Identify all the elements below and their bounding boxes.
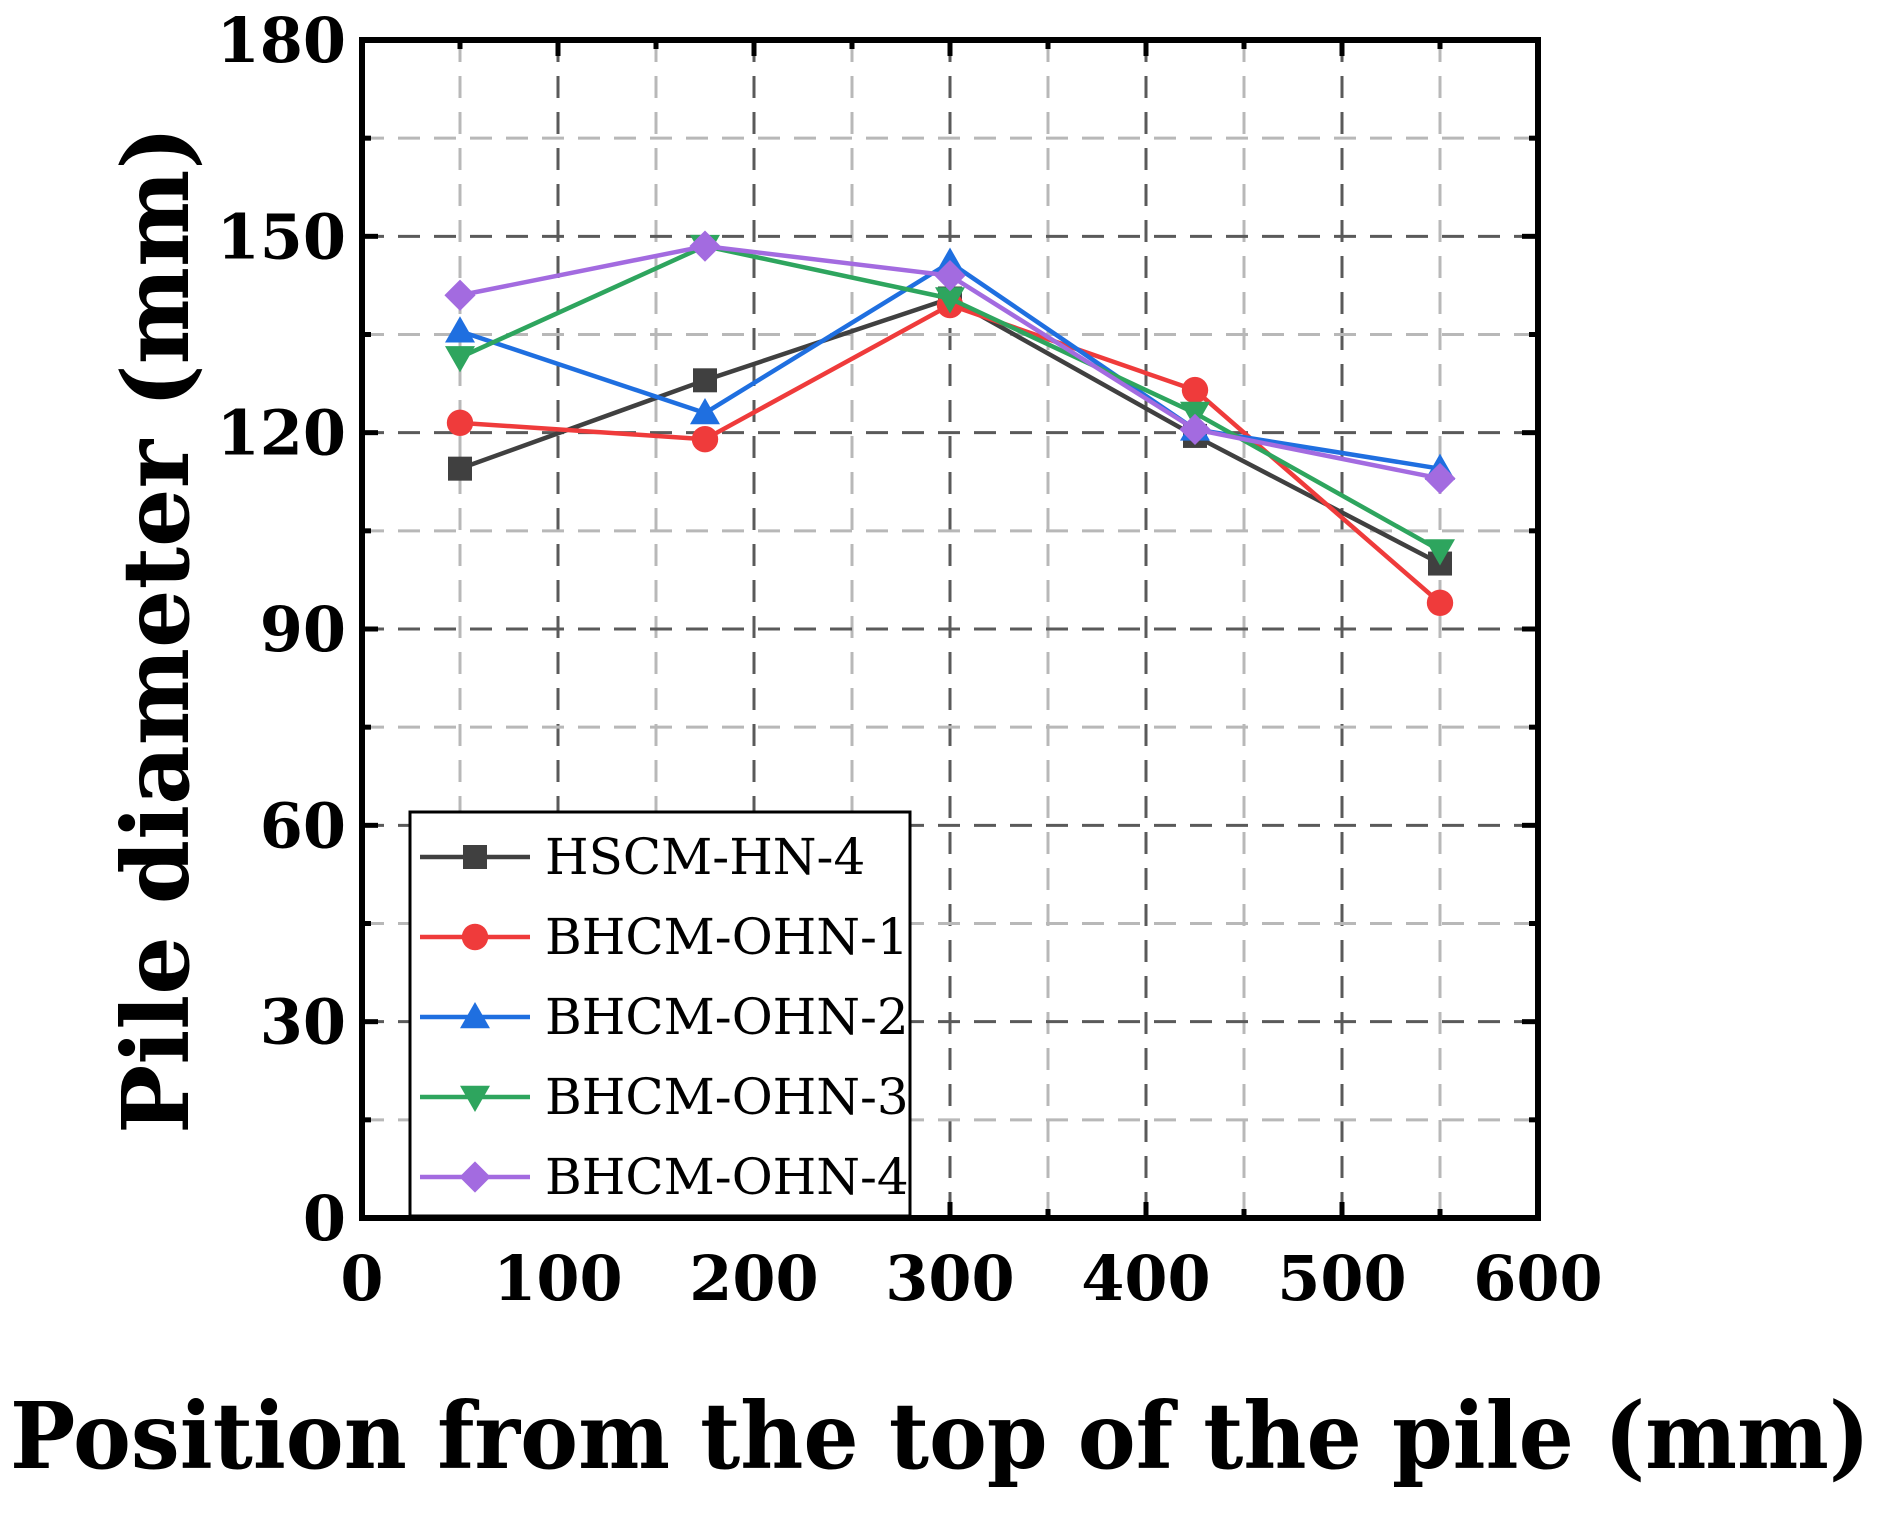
y-tick-label: 180 xyxy=(217,4,346,77)
series-bhcm-ohn-4 xyxy=(444,230,1456,495)
data-point xyxy=(445,346,475,373)
legend-label: BHCM-OHN-3 xyxy=(545,1068,909,1126)
legend-marker xyxy=(459,1161,491,1193)
data-point xyxy=(1425,539,1455,566)
legend-marker xyxy=(463,845,487,869)
data-point xyxy=(1426,589,1454,617)
x-tick-label: 400 xyxy=(1081,1242,1210,1315)
legend-item: BHCM-OHN-1 xyxy=(420,908,909,966)
data-point xyxy=(935,287,965,314)
legend-label: BHCM-OHN-2 xyxy=(545,988,909,1046)
data-point xyxy=(446,409,474,437)
axis-label-layer: 0 100 200 300 400 500 600 0 30 60 90 120 150 180 Posit… xyxy=(10,4,1870,1490)
legend-item: BHCM-OHN-2 xyxy=(420,988,909,1046)
legend-label: BHCM-OHN-4 xyxy=(545,1148,909,1206)
legend: HSCM-HN-4 BHCM-OHN-1 BHCM-OHN-2 BHCM-OHN-3 B… xyxy=(408,810,912,1218)
x-tick-label: 100 xyxy=(493,1242,622,1315)
legend-box xyxy=(408,810,912,1218)
x-axis-title: Position from the top of the pile (mm) xyxy=(10,1382,1870,1490)
y-tick-label: 120 xyxy=(217,397,346,470)
x-tick-label: 500 xyxy=(1277,1242,1406,1315)
legend-label: HSCM-HN-4 xyxy=(545,828,865,886)
y-tick-label: 30 xyxy=(260,986,346,1059)
data-point xyxy=(445,316,475,343)
data-point xyxy=(689,230,721,262)
legend-marker xyxy=(460,1085,490,1112)
y-tick-label: 90 xyxy=(260,593,346,666)
legend-marker xyxy=(460,1002,490,1029)
x-tick-label: 200 xyxy=(689,1242,818,1315)
data-point xyxy=(1179,413,1211,445)
x-tick-label: 600 xyxy=(1473,1242,1602,1315)
y-tick-label: 60 xyxy=(260,789,346,862)
series-layer xyxy=(444,230,1456,617)
legend-marker xyxy=(461,923,489,951)
x-tick-label: 0 xyxy=(340,1242,383,1315)
x-tick-label: 300 xyxy=(885,1242,1014,1315)
data-point xyxy=(691,426,719,453)
y-tick-label: 150 xyxy=(217,200,346,273)
data-point xyxy=(693,368,717,393)
y-tick-label: 0 xyxy=(303,1182,346,1255)
legend-item: BHCM-OHN-4 xyxy=(420,1148,909,1206)
data-point xyxy=(690,398,720,425)
data-point xyxy=(444,279,476,311)
data-point xyxy=(934,260,966,292)
legend-item: HSCM-HN-4 xyxy=(420,828,865,886)
data-point xyxy=(1181,376,1209,404)
legend-item: BHCM-OHN-3 xyxy=(420,1068,909,1126)
data-point xyxy=(448,456,472,481)
y-axis-title: Pile diameter (mm) xyxy=(102,126,210,1134)
data-point xyxy=(1424,462,1456,495)
legend-label: BHCM-OHN-1 xyxy=(545,908,909,966)
